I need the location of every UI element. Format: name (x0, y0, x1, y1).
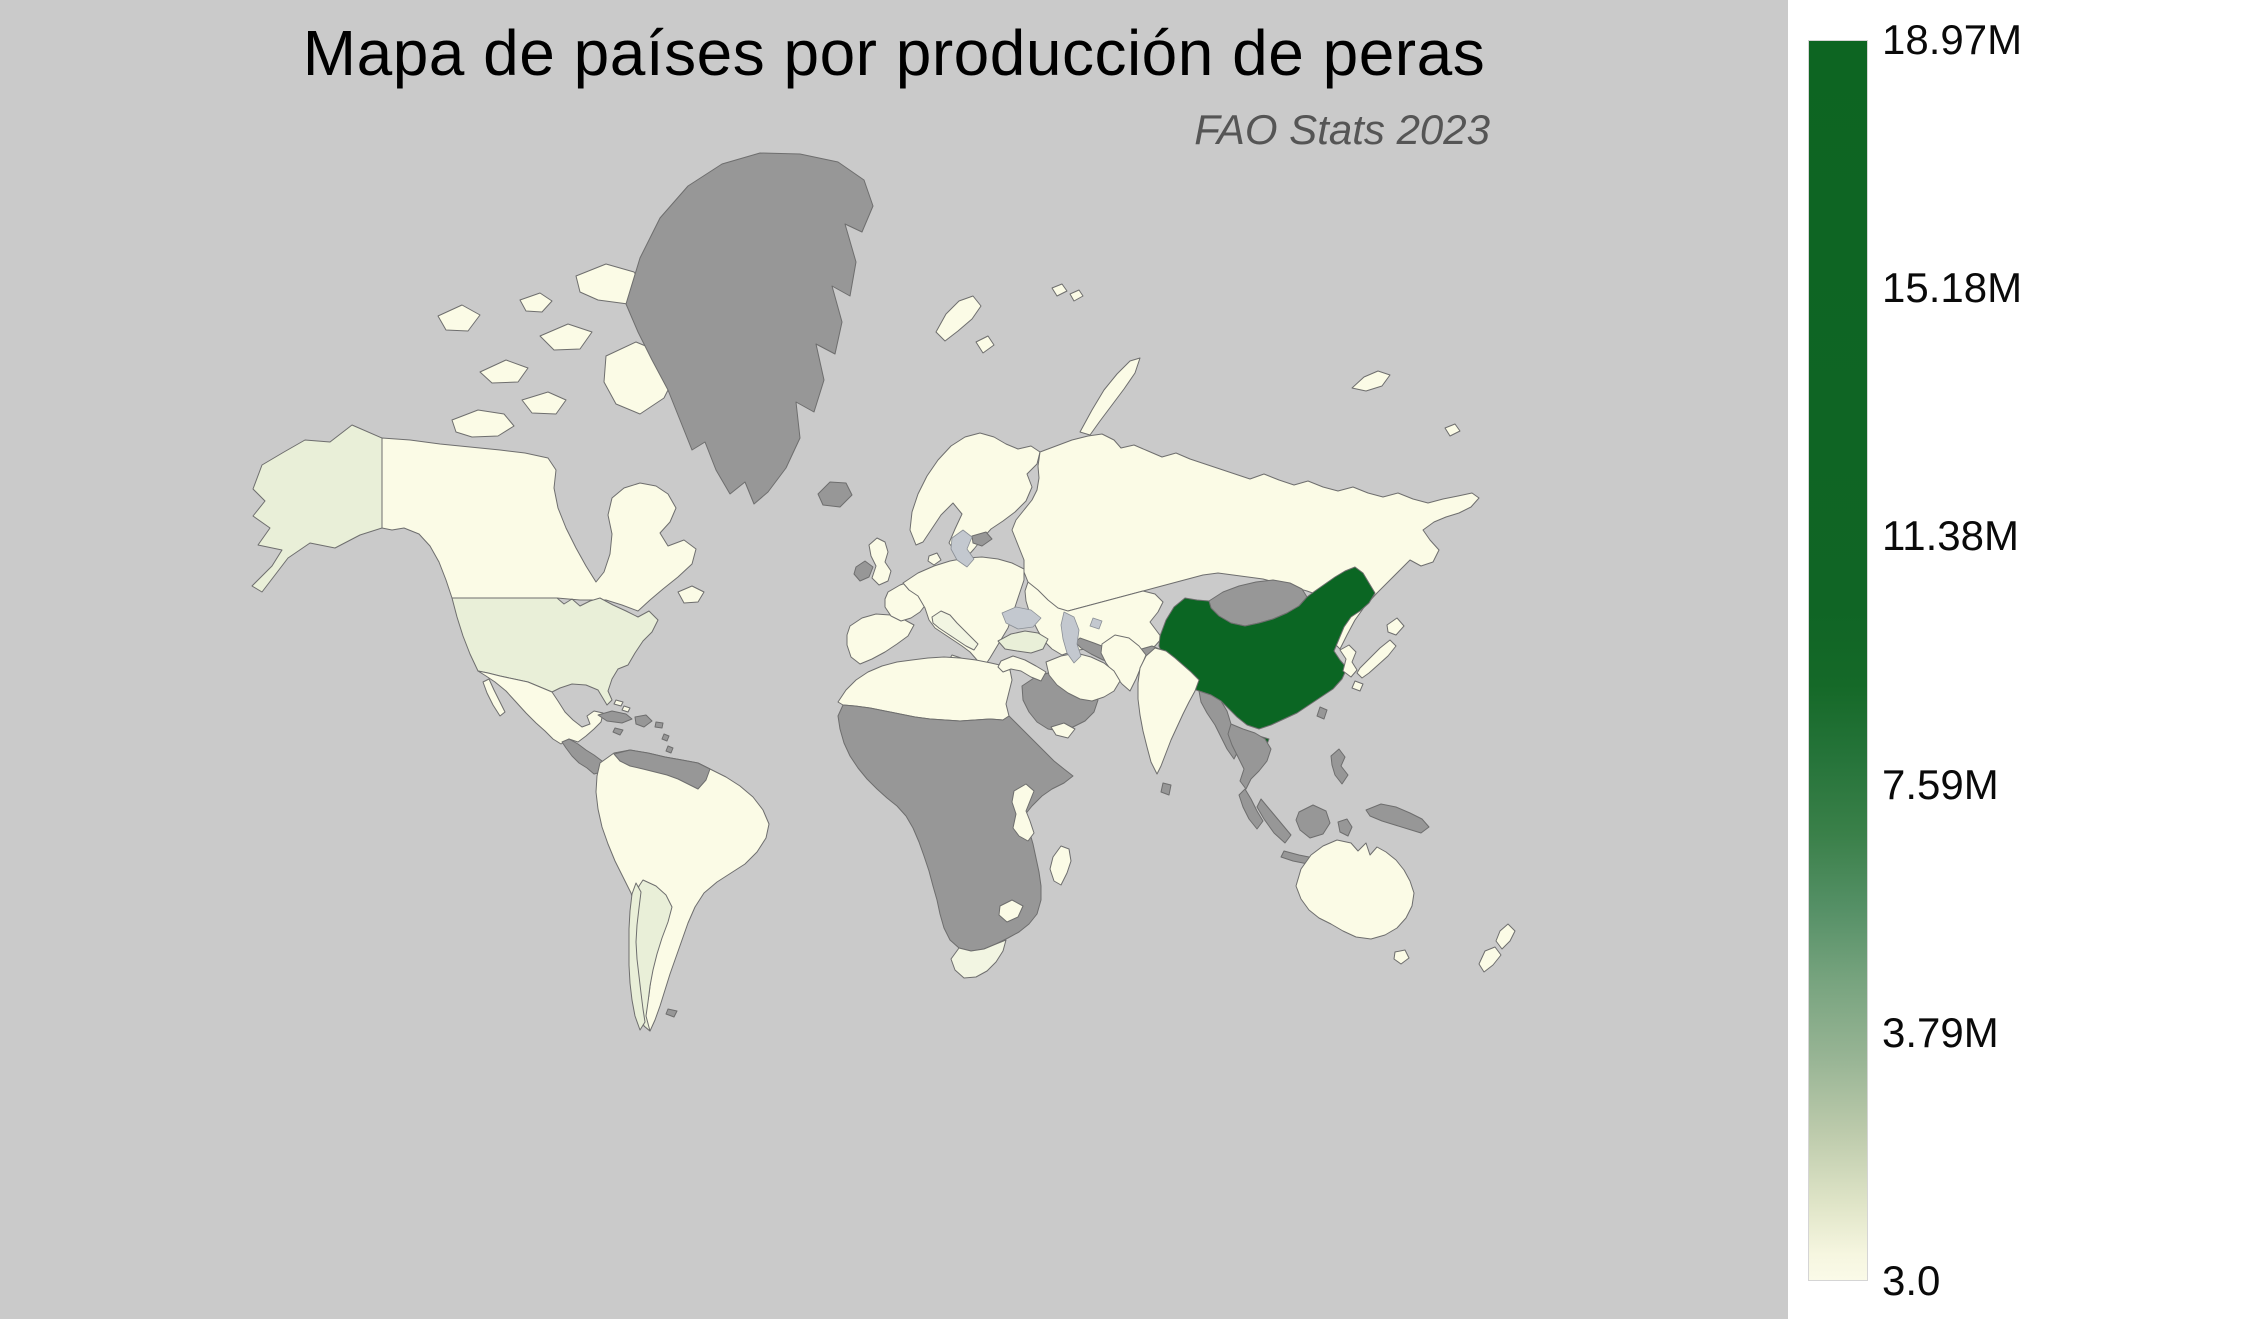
islands-antilles[interactable] (665, 745, 674, 754)
islands-philippines[interactable] (1330, 748, 1349, 785)
region-korea[interactable] (1339, 644, 1358, 678)
colorbar-tick-labels: 18.97M 15.18M 11.38M 7.59M 3.79M 3.0 (1882, 16, 2242, 1304)
country-iceland[interactable] (817, 481, 853, 508)
colorbar-gradient[interactable] (1808, 40, 1868, 1281)
legend-tick-label: 7.59M (1882, 760, 1999, 808)
region-malay-peninsula[interactable] (1238, 788, 1264, 830)
island-borneo[interactable] (1295, 804, 1331, 839)
country-india[interactable] (1137, 647, 1200, 775)
legend-tick-label: 15.18M (1882, 264, 2023, 312)
country-italy[interactable] (931, 610, 979, 651)
japan-kyushu[interactable] (1351, 680, 1364, 692)
country-canada[interactable] (381, 437, 697, 612)
island-puerto-rico[interactable] (654, 721, 664, 729)
islands-svalbard[interactable] (935, 295, 982, 342)
country-south-africa[interactable] (950, 939, 1007, 979)
region-scandinavia[interactable] (909, 432, 1041, 559)
country-iran[interactable] (1045, 652, 1121, 702)
islands-franz-josef[interactable] (1069, 289, 1084, 302)
island-novaya-zemlya[interactable] (1079, 357, 1141, 436)
caspian-sea (1060, 611, 1082, 664)
country-cuba[interactable] (597, 710, 633, 724)
aral-sea (1089, 617, 1103, 630)
region-central-eastern-europe[interactable] (902, 556, 1025, 668)
continent-south-america[interactable] (595, 749, 770, 1032)
baltic-sea (950, 529, 975, 568)
mexico-baja[interactable] (482, 678, 506, 717)
island-jamaica[interactable] (612, 727, 624, 736)
page-title: Mapa de países por producción de peras (302, 17, 1486, 89)
country-denmark[interactable] (927, 552, 942, 566)
region-kenya-tanzania[interactable] (1011, 783, 1035, 842)
islands-severnaya-zemlya[interactable] (1351, 370, 1391, 392)
island-wrangel[interactable] (1444, 423, 1461, 437)
nz-south-island[interactable] (1478, 946, 1502, 973)
country-madagascar[interactable] (1049, 845, 1072, 886)
country-yemen[interactable] (1050, 722, 1076, 739)
island-taiwan[interactable] (1316, 706, 1328, 720)
country-ireland[interactable] (853, 560, 874, 582)
japan-hokkaido[interactable] (1386, 617, 1405, 636)
legend-tick-label: 3.79M (1882, 1008, 1999, 1056)
country-alaska[interactable] (251, 424, 383, 593)
legend-panel: 18.97M 15.18M 11.38M 7.59M 3.79M 3.0 (1788, 0, 2268, 1319)
country-sri-lanka[interactable] (1160, 782, 1172, 796)
region-indochina[interactable] (1227, 723, 1272, 790)
nz-north-island[interactable] (1495, 923, 1516, 950)
island-sulawesi[interactable] (1337, 818, 1353, 837)
legend-tick-label: 11.38M (1882, 512, 2019, 560)
country-australia[interactable] (1295, 839, 1415, 940)
island-sumatra[interactable] (1256, 798, 1292, 844)
country-usa[interactable] (451, 597, 659, 706)
island-hispaniola[interactable] (634, 714, 653, 728)
islands-svalbard[interactable] (975, 335, 995, 354)
islands-falklands[interactable] (665, 1008, 678, 1018)
country-turkey[interactable] (997, 630, 1049, 654)
country-china[interactable] (1158, 566, 1376, 730)
country-uk[interactable] (868, 537, 892, 586)
country-greenland[interactable] (625, 152, 874, 505)
map-subtitle: FAO Stats 2023 (1194, 106, 1490, 153)
country-zimbabwe[interactable] (998, 899, 1024, 923)
region-levant-iraq[interactable] (997, 655, 1047, 682)
region-pakistan-afghanistan[interactable] (1100, 634, 1147, 692)
legend-tick-label: 18.97M (1882, 16, 2023, 63)
world-map (251, 152, 1516, 1032)
islands-bahamas[interactable] (613, 699, 631, 713)
island-new-guinea[interactable] (1365, 803, 1430, 834)
region-iberia[interactable] (846, 613, 915, 665)
legend-tick-label: 3.0 (1882, 1257, 1941, 1304)
country-estonia[interactable] (971, 531, 993, 547)
region-venezuela-guyanas[interactable] (613, 749, 711, 790)
islands-franz-josef[interactable] (1051, 283, 1068, 297)
country-chile[interactable] (628, 882, 646, 1031)
islands-antilles[interactable] (661, 733, 670, 742)
island-newfoundland[interactable] (677, 585, 705, 604)
black-sea (1001, 606, 1042, 630)
japan-honshu[interactable] (1356, 639, 1397, 679)
island-tasmania[interactable] (1393, 949, 1410, 965)
region-sub-saharan-africa[interactable] (837, 704, 1074, 952)
